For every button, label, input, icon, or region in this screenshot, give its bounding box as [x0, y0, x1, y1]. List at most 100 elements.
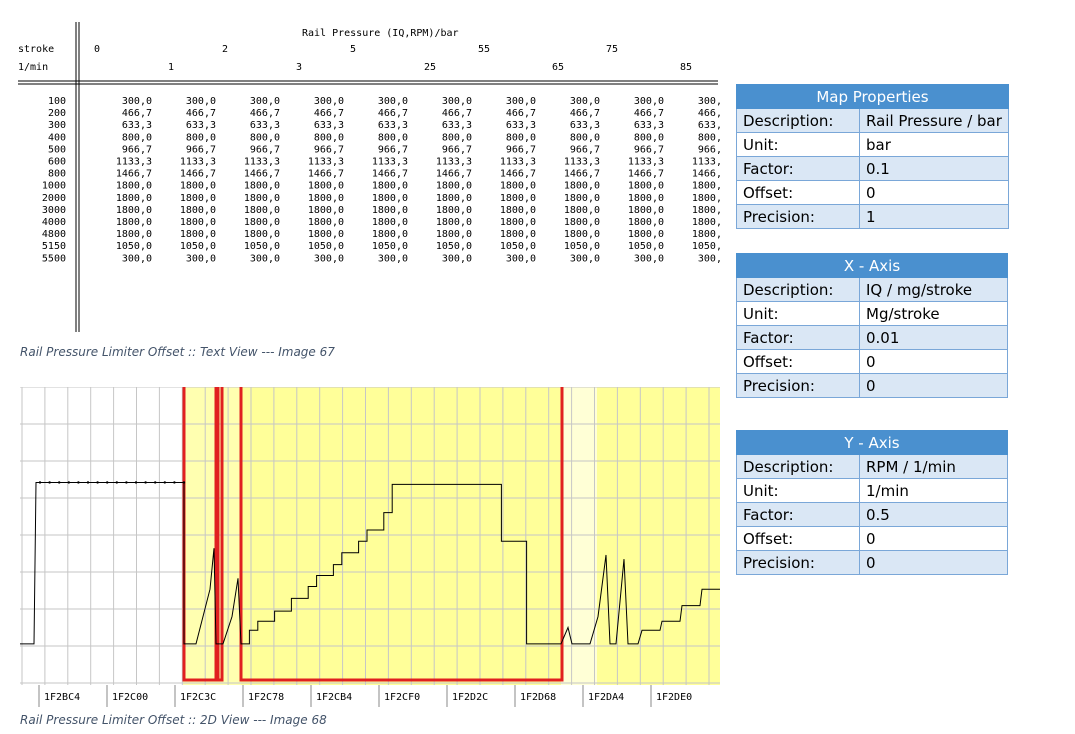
- x-axis-table: X - Axis Description: IQ / mg/stroke Unit…: [736, 253, 1008, 398]
- rpm-label: 1000: [42, 181, 66, 192]
- address-tick-label: 1F2C3C: [180, 692, 216, 703]
- rpm-label: 600: [48, 157, 66, 168]
- map-cell: 966,7: [634, 144, 664, 155]
- rpm-label: 5500: [42, 253, 66, 264]
- map-cell: 966,7: [698, 144, 720, 155]
- map-cell: 1133,3: [116, 157, 152, 168]
- map-cell: 1800,0: [500, 193, 536, 204]
- map-cell: 966,7: [186, 144, 216, 155]
- row-axis-label-unit: 1/min: [18, 62, 48, 73]
- map-cell: 300,0: [634, 253, 664, 264]
- graph-view-caption: Rail Pressure Limiter Offset :: 2D View …: [20, 713, 327, 727]
- map-properties-key: Offset:: [736, 180, 860, 205]
- map-cell: 1800,0: [692, 217, 720, 228]
- map-cell: 1800,0: [500, 205, 536, 216]
- trace-point: [106, 481, 109, 484]
- map-cell: 1800,0: [372, 205, 408, 216]
- map-properties-value: 0: [859, 180, 1009, 205]
- map-cell: 633,3: [570, 120, 600, 131]
- map-2d-view[interactable]: 1F2BC4 1F2C00 1F2C3C 1F2C78 1F2CB4 1F2CF0 1F2D…: [20, 387, 720, 707]
- map-cell: 466,7: [634, 108, 664, 119]
- map-cell: 1133,3: [692, 157, 720, 168]
- map-cell: 1800,0: [116, 193, 152, 204]
- map-cell: 1133,3: [628, 157, 664, 168]
- map-cell: 1466,7: [372, 169, 408, 180]
- selection-box-2[interactable]: [214, 387, 224, 682]
- map-cell: 1466,7: [692, 169, 720, 180]
- rpm-label: 3000: [42, 205, 66, 216]
- y-axis-key: Offset:: [736, 526, 860, 551]
- x-axis-value: 0: [859, 349, 1008, 374]
- y-axis-value: 0: [859, 526, 1008, 551]
- x-axis-value: Mg/stroke: [859, 301, 1008, 326]
- map-cell: 1800,0: [308, 193, 344, 204]
- rpm-label: 5150: [42, 241, 66, 252]
- x-axis-key: Precision:: [736, 373, 860, 398]
- map-cell: 1800,0: [372, 181, 408, 192]
- map-cell: 466,7: [378, 108, 408, 119]
- map-cell: 1050,0: [692, 241, 720, 252]
- map-cell: 633,3: [378, 120, 408, 131]
- map-cell: 1800,0: [500, 217, 536, 228]
- address-tick-label: 1F2D68: [520, 692, 556, 703]
- y-axis-value: 0: [859, 550, 1008, 575]
- selection-box-3[interactable]: [239, 387, 564, 682]
- map-cell: 1466,7: [500, 169, 536, 180]
- map-properties-value: bar: [859, 132, 1009, 157]
- highlight-band-3: [561, 387, 597, 685]
- map-cell: 1800,0: [308, 205, 344, 216]
- map-cell: 966,7: [378, 144, 408, 155]
- address-tick-label: 1F2BC4: [44, 692, 80, 703]
- rpm-label: 200: [48, 108, 66, 119]
- address-tick-label: 1F2D2C: [452, 692, 488, 703]
- map-cell: 800,0: [314, 132, 344, 143]
- map-properties-key: Precision:: [736, 204, 860, 229]
- trace-point: [182, 481, 186, 484]
- map-cell: 1800,0: [564, 193, 600, 204]
- map-cell: 300,0: [186, 96, 216, 107]
- map-cell: 1800,0: [116, 205, 152, 216]
- map-cell: 1050,0: [308, 241, 344, 252]
- map-cell: 633,3: [122, 120, 152, 131]
- x-axis-key: Factor:: [736, 325, 860, 350]
- map-cell: 466,7: [186, 108, 216, 119]
- map-cell: 300,0: [442, 96, 472, 107]
- y-axis-key: Precision:: [736, 550, 860, 575]
- map-cell: 1800,0: [180, 205, 216, 216]
- map-cell: 1800,0: [628, 193, 664, 204]
- map-cell: 1050,0: [500, 241, 536, 252]
- map-cell: 1800,0: [244, 217, 280, 228]
- map-cell: 966,7: [442, 144, 472, 155]
- map-cell: 1800,0: [436, 205, 472, 216]
- map-cell: 1800,0: [628, 229, 664, 240]
- address-tick-label: 1F2CF0: [384, 692, 420, 703]
- x-axis-tick-label: 85: [680, 62, 692, 73]
- map-cell: 633,3: [442, 120, 472, 131]
- map-cell: 1800,0: [628, 205, 664, 216]
- x-axis-tick-label: 0: [94, 44, 100, 55]
- map-cell: 1050,0: [628, 241, 664, 252]
- trace-point: [77, 481, 80, 484]
- rpm-label: 500: [48, 144, 66, 155]
- map-cell: 466,7: [570, 108, 600, 119]
- map-cell: 1800,0: [628, 181, 664, 192]
- map-cell: 1800,0: [116, 217, 152, 228]
- map-cell: 1800,0: [564, 217, 600, 228]
- map-cell: 1800,0: [180, 193, 216, 204]
- map-properties-value: 1: [859, 204, 1009, 229]
- map-cell: 800,0: [186, 132, 216, 143]
- map-cell: 1050,0: [180, 241, 216, 252]
- address-tick-label: 1F2C78: [248, 692, 284, 703]
- x-axis-tick-label: 3: [296, 62, 302, 73]
- y-axis-value: RPM / 1/min: [859, 454, 1008, 479]
- map-cell: 800,0: [442, 132, 472, 143]
- rpm-label: 800: [48, 169, 66, 180]
- map-cell: 300,0: [314, 96, 344, 107]
- x-axis-tick-label: 25: [424, 62, 436, 73]
- map-cell: 1800,0: [564, 205, 600, 216]
- map-cell: 1133,3: [436, 157, 472, 168]
- map-cell: 1800,0: [436, 181, 472, 192]
- map-cell: 1800,0: [180, 217, 216, 228]
- x-axis-value: 0.01: [859, 325, 1008, 350]
- map-cell: 466,7: [122, 108, 152, 119]
